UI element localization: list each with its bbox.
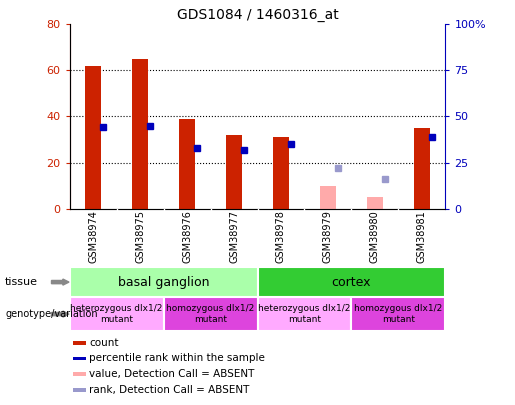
Bar	[73, 388, 85, 392]
Text: basal ganglion: basal ganglion	[118, 275, 209, 289]
Bar	[258, 297, 351, 331]
Bar	[179, 119, 195, 209]
Title: GDS1084 / 1460316_at: GDS1084 / 1460316_at	[177, 8, 338, 22]
Bar	[85, 66, 101, 209]
Text: percentile rank within the sample: percentile rank within the sample	[89, 354, 265, 363]
Bar	[258, 267, 445, 297]
Bar	[320, 185, 336, 209]
Text: count: count	[89, 338, 118, 348]
Bar	[70, 267, 258, 297]
Text: cortex: cortex	[332, 275, 371, 289]
Text: heterozygous dlx1/2
mutant: heterozygous dlx1/2 mutant	[71, 305, 163, 324]
Bar	[73, 341, 85, 345]
Text: heterozygous dlx1/2
mutant: heterozygous dlx1/2 mutant	[259, 305, 351, 324]
Text: tissue: tissue	[5, 277, 38, 287]
Text: homozygous dlx1/2
mutant: homozygous dlx1/2 mutant	[166, 305, 254, 324]
Bar	[73, 356, 85, 360]
Bar	[226, 135, 242, 209]
Text: genotype/variation: genotype/variation	[5, 309, 98, 319]
Bar	[414, 128, 430, 209]
Bar	[132, 59, 148, 209]
Text: value, Detection Call = ABSENT: value, Detection Call = ABSENT	[89, 369, 254, 379]
Bar	[73, 372, 85, 376]
Bar	[367, 197, 383, 209]
Text: rank, Detection Call = ABSENT: rank, Detection Call = ABSENT	[89, 385, 249, 395]
Bar	[164, 297, 258, 331]
Bar	[273, 137, 289, 209]
Text: homozygous dlx1/2
mutant: homozygous dlx1/2 mutant	[354, 305, 442, 324]
Bar	[352, 297, 445, 331]
Bar	[70, 297, 164, 331]
